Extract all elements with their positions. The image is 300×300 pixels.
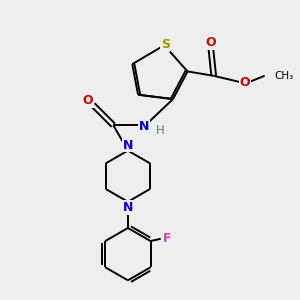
- Text: H: H: [156, 124, 165, 137]
- Text: N: N: [123, 139, 133, 152]
- Text: F: F: [163, 232, 172, 245]
- Text: N: N: [139, 120, 149, 133]
- Text: S: S: [160, 38, 169, 51]
- Text: O: O: [82, 94, 93, 107]
- Text: N: N: [123, 201, 133, 214]
- Text: O: O: [206, 36, 216, 50]
- Text: CH₃: CH₃: [275, 71, 294, 81]
- Text: O: O: [239, 76, 250, 89]
